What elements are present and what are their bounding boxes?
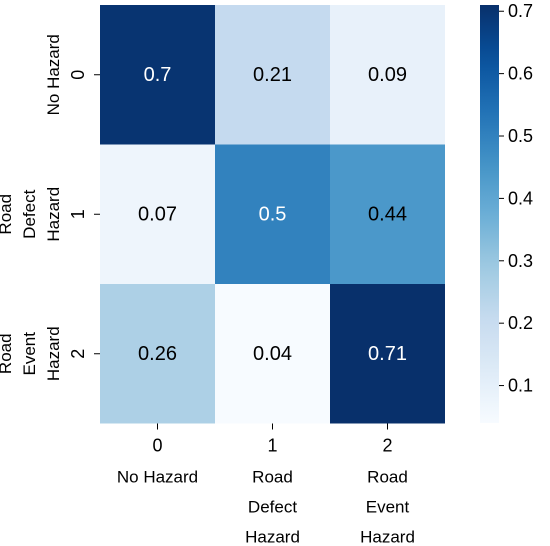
x-category-name: Hazard [245,528,300,546]
y-category-name: Hazard [44,187,63,242]
colorbar-tick-label: 0.7 [508,1,533,21]
colorbar-tick-label: 0.3 [508,251,533,271]
heatmap-cell-2-2 [330,284,445,424]
cell-value-label: 0.7 [144,64,172,86]
y-tick-label: 2 [68,349,88,359]
cell-value-label: 0.26 [138,343,177,365]
x-category-name: Road [367,468,408,487]
cell-value-label: 0.09 [368,64,407,86]
colorbar-gradient [480,5,499,423]
heatmap-cell-2-0 [100,284,215,424]
x-category-name: Hazard [360,528,415,546]
y-category-name: Event [20,332,39,376]
heatmap-cell-0-2 [330,5,445,145]
x-tick-label: 2 [382,436,392,456]
colorbar-tick-label: 0.6 [508,64,533,84]
y-tick-label: 1 [68,209,88,219]
x-tick-label: 0 [152,436,162,456]
x-category-name: Road [252,468,293,487]
heatmap-cell-0-1 [215,5,330,145]
colorbar: 0.1 0.2 0.3 0.4 0.5 0.6 0.7 [480,1,533,423]
heatmap-cells: 0.7 0.21 0.09 0.07 0.5 0.44 0.26 0.04 0.71 [100,5,445,424]
y-axis: 0 No Hazard 1 Road Defect Hazard 2 Road Event Haz… [0,34,100,381]
y-tick-label: 0 [68,70,88,80]
heatmap-cell-1-1 [215,144,330,284]
heatmap-cell-2-1 [215,284,330,424]
cell-value-label: 0.04 [253,343,292,365]
colorbar-tick-label: 0.2 [508,313,533,333]
y-category-name: Road [0,333,15,374]
cell-value-label: 0.71 [368,343,407,365]
cell-value-label: 0.44 [368,203,407,225]
colorbar-tick-label: 0.1 [508,376,533,396]
y-category-name: No Hazard [44,34,63,115]
y-category-name: Hazard [44,326,63,381]
y-category-name: Defect [20,189,39,238]
y-category-name: Road [0,194,15,235]
heatmap-cell-1-0 [100,144,215,284]
x-category-name: Defect [248,498,297,517]
cell-value-label: 0.5 [259,203,287,225]
x-axis: 0 No Hazard 1 Road Defect Hazard 2 Road Event Haz… [117,423,415,546]
x-category-name: No Hazard [117,468,198,487]
colorbar-tick-label: 0.4 [508,188,533,208]
x-category-name: Event [366,498,410,517]
x-tick-label: 1 [267,436,277,456]
colorbar-tick-label: 0.5 [508,126,533,146]
heatmap-cell-0-0 [100,5,215,145]
heatmap-cell-1-2 [330,144,445,284]
cell-value-label: 0.21 [253,64,292,86]
cell-value-label: 0.07 [138,203,177,225]
